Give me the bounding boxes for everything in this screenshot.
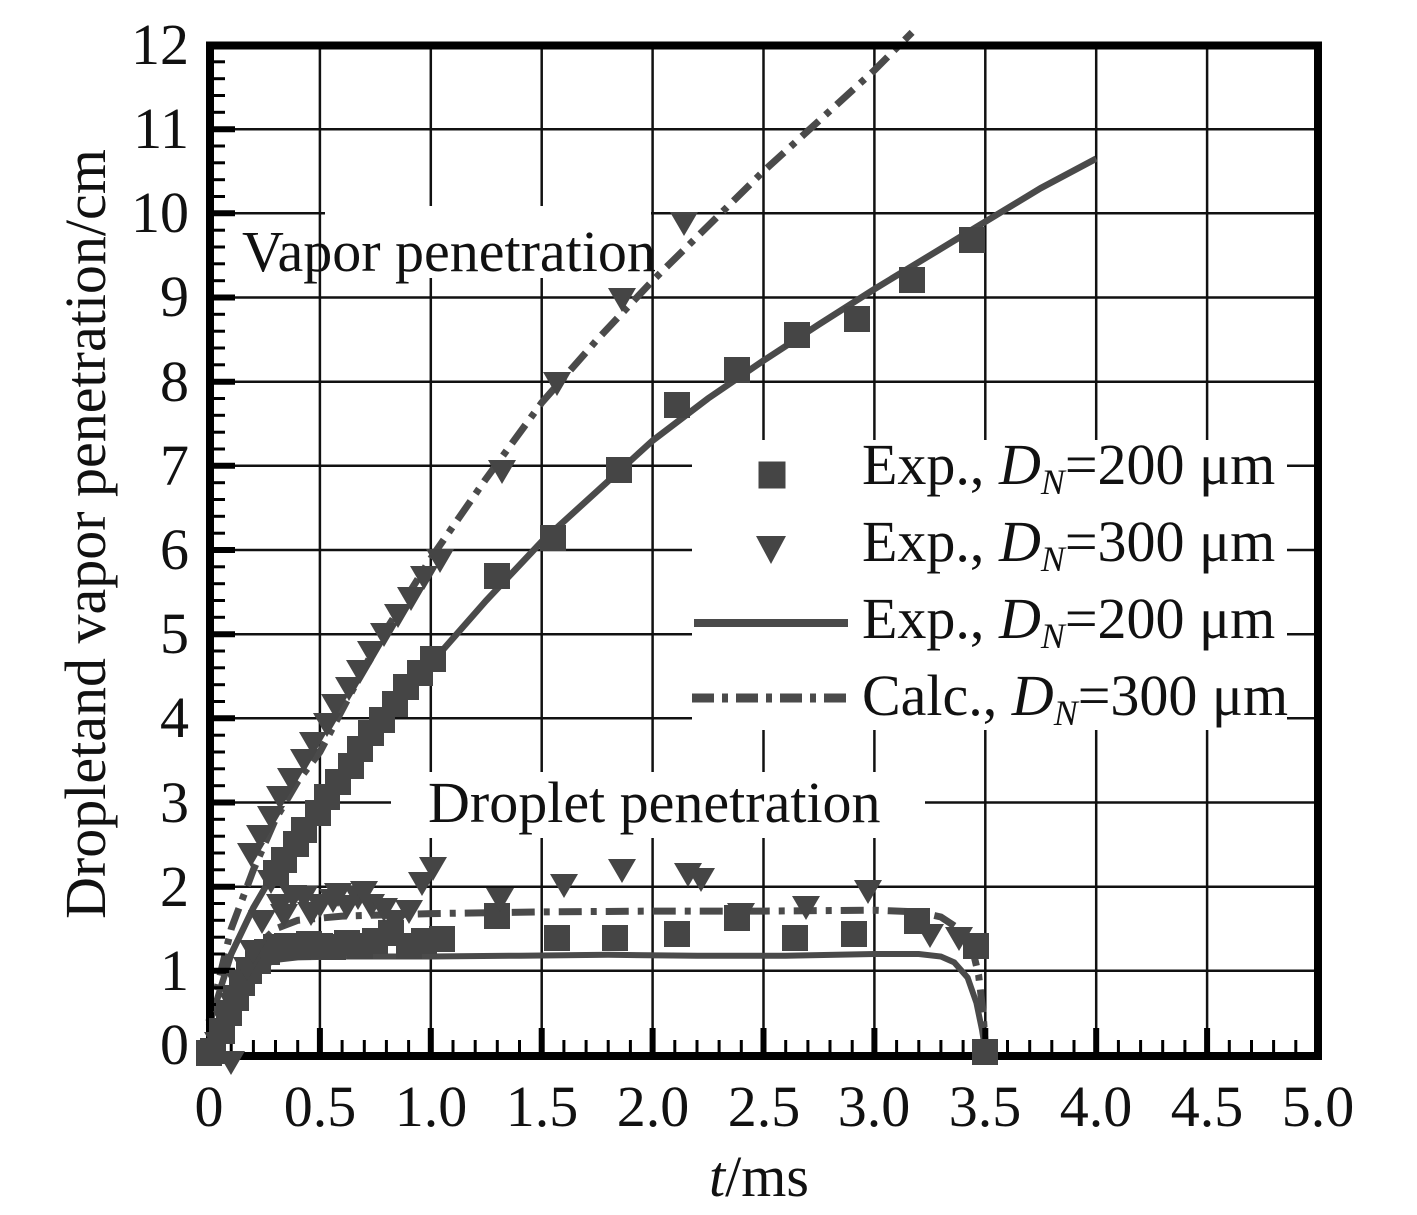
svg-text:0: 0 bbox=[160, 1012, 189, 1077]
svg-text:11: 11 bbox=[133, 96, 189, 161]
svg-text:1: 1 bbox=[160, 938, 189, 1003]
svg-text:10: 10 bbox=[131, 180, 189, 245]
svg-text:Dropletand vapor penetration/c: Dropletand vapor penetration/cm bbox=[53, 149, 118, 919]
svg-text:1.5: 1.5 bbox=[506, 1074, 579, 1139]
svg-text:9: 9 bbox=[160, 264, 189, 329]
svg-text:0.5: 0.5 bbox=[284, 1074, 357, 1139]
svg-text:2.0: 2.0 bbox=[617, 1074, 690, 1139]
svg-text:Exp., DN=300 μm: Exp., DN=300 μm bbox=[862, 509, 1275, 579]
svg-text:Exp., DN=200 μm: Exp., DN=200 μm bbox=[862, 586, 1275, 656]
svg-text:t/ms: t/ms bbox=[709, 1144, 809, 1209]
svg-text:5: 5 bbox=[160, 601, 189, 666]
svg-text:12: 12 bbox=[131, 12, 189, 77]
svg-text:Exp., DN=200 μm: Exp., DN=200 μm bbox=[862, 432, 1275, 502]
svg-text:Vapor penetration: Vapor penetration bbox=[242, 219, 656, 284]
svg-text:3.5: 3.5 bbox=[949, 1074, 1022, 1139]
svg-text:3.0: 3.0 bbox=[838, 1074, 911, 1139]
svg-text:7: 7 bbox=[160, 433, 189, 498]
svg-text:0: 0 bbox=[195, 1074, 224, 1139]
svg-text:5.0: 5.0 bbox=[1282, 1074, 1355, 1139]
svg-text:4.0: 4.0 bbox=[1060, 1074, 1133, 1139]
svg-text:Calc., DN=300 μm: Calc., DN=300 μm bbox=[862, 663, 1288, 733]
svg-text:3: 3 bbox=[160, 770, 189, 835]
svg-text:4.5: 4.5 bbox=[1171, 1074, 1244, 1139]
svg-text:6: 6 bbox=[160, 517, 189, 582]
svg-text:8: 8 bbox=[160, 349, 189, 414]
svg-text:2: 2 bbox=[160, 854, 189, 919]
svg-text:1.0: 1.0 bbox=[395, 1074, 468, 1139]
svg-text:Droplet penetration: Droplet penetration bbox=[428, 770, 881, 835]
svg-text:4: 4 bbox=[160, 685, 189, 750]
svg-text:2.5: 2.5 bbox=[728, 1074, 801, 1139]
